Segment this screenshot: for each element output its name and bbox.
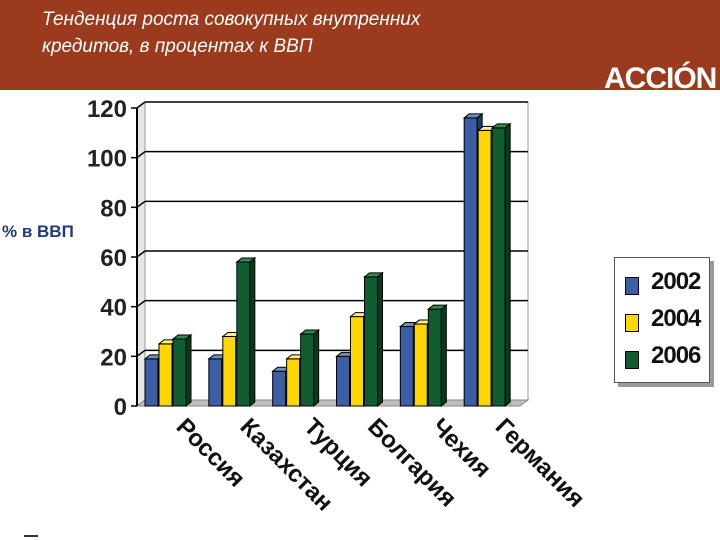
bar (236, 261, 251, 407)
y-tick-label: 20 (100, 344, 127, 371)
gridline-diagonal (136, 101, 146, 109)
bar (158, 343, 173, 407)
gridline-diagonal (136, 349, 146, 357)
y-axis-label: % в ВВП (2, 222, 74, 241)
bar (208, 358, 223, 407)
bar (491, 127, 506, 407)
legend-label-2006: 2006 (651, 342, 701, 369)
bar (413, 323, 428, 407)
gridline-diagonal (136, 151, 146, 159)
bar (350, 316, 364, 407)
gridline-diagonal (136, 200, 146, 208)
legend-label-2004: 2004 (651, 305, 701, 332)
gridline-diagonal (136, 250, 146, 258)
legend-swatch-2006 (625, 351, 639, 369)
y-tick-label: 80 (100, 195, 127, 222)
y-tick-label: 60 (100, 245, 127, 272)
title-line-1: Тенденция роста совокупных внутренних (42, 9, 421, 30)
bar (427, 308, 442, 407)
bar-side (504, 122, 511, 408)
bar (272, 370, 287, 407)
title-line-2: кредитов, в процентах к ВВП (42, 36, 313, 57)
bar (477, 129, 492, 407)
gridline-diagonal (136, 300, 146, 308)
y-tick-label: 0 (114, 394, 127, 421)
bar (300, 333, 315, 407)
bar-side (313, 328, 320, 408)
x-tick-label: Германия (490, 413, 590, 513)
bar (364, 276, 378, 407)
y-tick-label: 120 (87, 96, 127, 123)
bar (172, 338, 187, 407)
slide-title: Тенденция роста совокупных внутренних кр… (42, 6, 602, 60)
legend: 2002 2004 2006 (614, 257, 710, 383)
y-tick-label: 40 (100, 295, 127, 322)
footer-mark (24, 535, 38, 537)
legend-swatch-2002 (625, 277, 639, 295)
bar (399, 326, 414, 407)
bar-side (249, 256, 256, 408)
x-tick-label: Россия (171, 413, 250, 492)
bar (336, 355, 350, 407)
y-tick-label: 100 (87, 146, 127, 173)
legend-swatch-2004 (625, 314, 639, 332)
title-bar: Тенденция роста совокупных внутренних кр… (0, 0, 720, 95)
bar-side (185, 333, 192, 408)
bar (222, 335, 237, 407)
bar (463, 117, 478, 407)
bar-side (377, 271, 383, 408)
bar (286, 358, 301, 407)
bar-side (440, 304, 447, 408)
legend-label-2002: 2002 (651, 268, 701, 295)
bar (144, 358, 159, 407)
accion-logo: ACCIÓN (604, 62, 717, 95)
